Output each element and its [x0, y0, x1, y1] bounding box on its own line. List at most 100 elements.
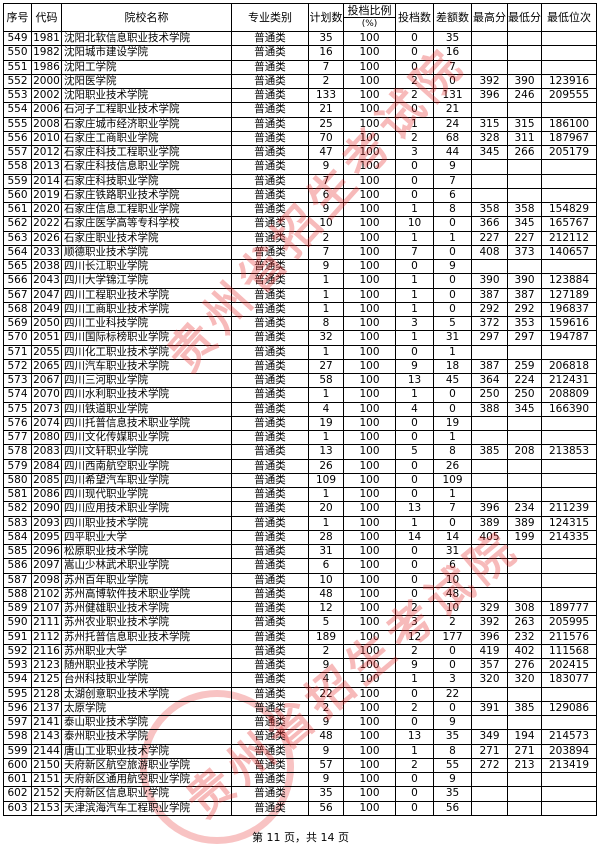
cell-min-rank: [541, 714, 597, 731]
cell-plan: 8: [308, 315, 344, 332]
cell-max: 297: [471, 330, 508, 346]
cell-max: 345: [471, 144, 508, 161]
cell-min: [507, 800, 542, 816]
cell-plan: 48: [308, 586, 344, 603]
cell-gap: 55: [433, 757, 472, 774]
cell-ratio: 100: [343, 144, 396, 161]
cell-plan: 21: [308, 102, 344, 118]
cell-seq: 598: [3, 729, 32, 745]
cell-admitted: 2: [395, 600, 434, 617]
cell-code: 2080: [31, 429, 62, 446]
cell-max: [471, 543, 508, 560]
cell-name: 四川文化传媒职业学院: [61, 429, 232, 446]
table-row: 584 2095 四平职业大学 普通类 28 100 14 14 405 199 214335: [3, 529, 597, 546]
cell-admitted: 0: [395, 59, 434, 75]
cell-ratio: 100: [343, 529, 396, 546]
cell-name: 苏州健雄职业技术学院: [61, 600, 232, 617]
cell-seq: 572: [3, 358, 32, 375]
cell-min: 227: [507, 230, 542, 246]
cell-category: 普通类: [231, 657, 309, 674]
cell-max: 366: [471, 216, 508, 232]
cell-name: 四川工业科技学院: [61, 315, 232, 332]
cell-category: 普通类: [231, 415, 309, 432]
cell-code: 2002: [31, 87, 62, 104]
cell-code: 2070: [31, 387, 62, 403]
table-row: 560 2019 石家庄铁路职业技术学院 普通类 6 100 0 6: [3, 187, 597, 204]
cell-gap: 10: [433, 600, 472, 617]
cell-plan: 6: [308, 558, 344, 574]
cell-max: [471, 714, 508, 731]
cell-plan: 20: [308, 501, 344, 517]
cell-name: 太原学院: [61, 700, 232, 717]
cell-code: 2074: [31, 415, 62, 432]
cell-gap: 35: [433, 786, 472, 802]
cell-gap: 21: [433, 102, 472, 118]
cell-name: 石家庄城市经济职业学院: [61, 116, 232, 132]
cell-name: 石家庄科技信息职业学院: [61, 159, 232, 175]
table-row: 576 2074 四川托普信息技术职业学院 普通类 19 100 0 19: [3, 415, 597, 432]
cell-code: 2137: [31, 700, 62, 717]
cell-ratio: 100: [343, 258, 396, 275]
cell-admitted: 0: [395, 558, 434, 574]
cell-seq: 554: [3, 102, 32, 118]
cell-admitted: 3: [395, 615, 434, 631]
cell-min-rank: 205995: [541, 615, 597, 631]
cell-min-rank: [541, 429, 597, 446]
cell-plan: 28: [308, 529, 344, 546]
cell-plan: 35: [308, 786, 344, 802]
cell-seq: 556: [3, 130, 32, 147]
cell-category: 普通类: [231, 429, 309, 446]
cell-name: 石家庄职业技术学院: [61, 230, 232, 246]
cell-min: [507, 59, 542, 75]
cell-name: 天府新区通用航空职业学院: [61, 771, 232, 788]
cell-gap: 0: [433, 73, 472, 90]
cell-plan: 35: [308, 30, 344, 47]
cell-min: 402: [507, 643, 542, 660]
cell-code: 2085: [31, 472, 62, 489]
table-row: 578 2083 四川文轩职业学院 普通类 13 100 5 8 385 208 213853: [3, 444, 597, 460]
table-row: 559 2014 石家庄科技职业学院 普通类 7 100 0 7: [3, 173, 597, 189]
cell-max: 357: [471, 657, 508, 674]
cell-min: 292: [507, 301, 542, 318]
cell-seq: 587: [3, 572, 32, 588]
cell-admitted: 0: [395, 102, 434, 118]
cell-max: [471, 258, 508, 275]
cell-admitted: 12: [395, 629, 434, 645]
cell-min: [507, 30, 542, 47]
cell-max: [471, 558, 508, 574]
cell-gap: 3: [433, 672, 472, 688]
cell-min-rank: [541, 258, 597, 275]
cell-category: 普通类: [231, 330, 309, 346]
table-row: 555 2008 石家庄城市经济职业学院 普通类 25 100 1 24 315 315 18610…: [3, 116, 597, 132]
cell-max: 349: [471, 729, 508, 745]
cell-category: 普通类: [231, 800, 309, 816]
cell-name: 天府新区信息职业学院: [61, 786, 232, 802]
table-row: 588 2102 苏州高博软件技术职业学院 普通类 48 100 0 48: [3, 586, 597, 603]
cell-max: 390: [471, 273, 508, 289]
cell-seq: 592: [3, 643, 32, 660]
cell-min: [507, 102, 542, 118]
cell-max: 389: [471, 515, 508, 531]
table-row: 564 2033 顺德职业技术学院 普通类 7 100 7 0 408 373 140657: [3, 244, 597, 261]
header-code: 代码: [31, 3, 62, 32]
cell-category: 普通类: [231, 743, 309, 759]
cell-category: 普通类: [231, 586, 309, 603]
cell-min: 345: [507, 401, 542, 417]
cell-gap: 44: [433, 144, 472, 161]
cell-admitted: 0: [395, 429, 434, 446]
cell-code: 2010: [31, 130, 62, 147]
table-row: 568 2049 四川工商职业技术学院 普通类 1 100 1 0 292 292 196837: [3, 301, 597, 318]
cell-name: 嵩山少林武术职业学院: [61, 558, 232, 574]
cell-category: 普通类: [231, 244, 309, 261]
cell-ratio: 100: [343, 486, 396, 503]
cell-name: 随州职业技术学院: [61, 657, 232, 674]
cell-category: 普通类: [231, 73, 309, 90]
cell-max: [471, 771, 508, 788]
cell-max: 328: [471, 130, 508, 147]
cell-name: 苏州农业职业技术学院: [61, 615, 232, 631]
cell-ratio: 100: [343, 187, 396, 204]
cell-gap: 0: [433, 657, 472, 674]
cell-max: [471, 800, 508, 816]
cell-admitted: 13: [395, 729, 434, 745]
cell-max: 391: [471, 700, 508, 717]
